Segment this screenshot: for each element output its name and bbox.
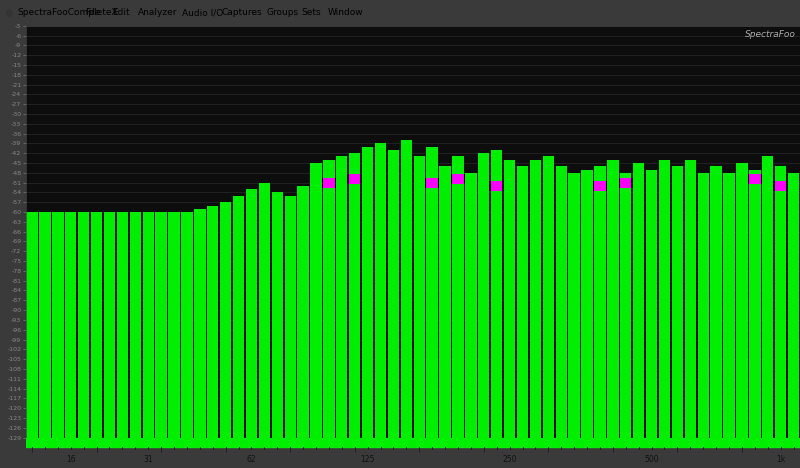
Bar	[258, 183, 270, 438]
Bar	[723, 173, 734, 438]
Text: 500: 500	[644, 455, 659, 464]
Bar	[362, 146, 374, 438]
Bar	[426, 146, 438, 438]
Bar	[788, 173, 799, 438]
Text: 1k: 1k	[776, 455, 786, 464]
Bar	[207, 205, 218, 438]
Bar	[401, 140, 412, 438]
Bar	[426, 178, 438, 188]
Text: 16: 16	[66, 455, 75, 464]
Bar	[78, 212, 90, 438]
Bar	[685, 160, 696, 438]
Bar	[65, 212, 77, 438]
Text: 125: 125	[361, 455, 375, 464]
Text: 62: 62	[246, 455, 256, 464]
Bar	[39, 212, 50, 438]
Bar	[26, 438, 800, 446]
Bar	[736, 163, 747, 438]
Bar	[555, 166, 567, 438]
Bar	[349, 175, 360, 184]
Bar	[285, 196, 296, 438]
Bar	[620, 173, 631, 438]
Text: Sets: Sets	[302, 8, 322, 17]
Text: ●: ●	[4, 8, 13, 18]
Bar	[530, 160, 541, 438]
Bar	[775, 166, 786, 438]
Bar	[594, 181, 606, 191]
Bar	[466, 173, 477, 438]
Bar	[710, 166, 722, 438]
Bar	[762, 156, 774, 438]
Bar	[491, 150, 502, 438]
Text: SpectraFoo: SpectraFoo	[746, 30, 796, 39]
Bar	[233, 196, 244, 438]
Bar	[349, 153, 360, 438]
Bar	[336, 156, 347, 438]
Bar	[168, 212, 180, 438]
Bar	[698, 173, 709, 438]
Text: Captures: Captures	[222, 8, 262, 17]
Bar	[646, 169, 658, 438]
Bar	[220, 202, 231, 438]
Bar	[659, 160, 670, 438]
Bar	[323, 160, 334, 438]
Bar	[478, 153, 490, 438]
Bar	[594, 166, 606, 438]
Bar	[104, 212, 115, 438]
Bar	[439, 166, 450, 438]
Bar	[452, 175, 464, 184]
Bar	[194, 209, 206, 438]
Bar	[388, 150, 399, 438]
Bar	[749, 169, 761, 438]
Bar	[569, 173, 580, 438]
Text: Analyzer: Analyzer	[138, 8, 178, 17]
Text: Window: Window	[328, 8, 364, 17]
Bar	[52, 212, 63, 438]
Bar	[414, 156, 425, 438]
Bar	[142, 212, 154, 438]
Bar	[323, 178, 334, 188]
Text: Edit: Edit	[112, 8, 130, 17]
Text: Groups: Groups	[266, 8, 298, 17]
Bar	[542, 156, 554, 438]
Bar	[26, 212, 38, 438]
Bar	[91, 212, 102, 438]
Bar	[452, 156, 464, 438]
Bar	[607, 160, 618, 438]
Bar	[375, 143, 386, 438]
Bar	[749, 175, 761, 184]
Bar	[620, 178, 631, 188]
Bar	[582, 169, 593, 438]
Text: SpectraFooCompleteX: SpectraFooCompleteX	[18, 8, 118, 17]
Text: File: File	[86, 8, 101, 17]
Bar	[491, 181, 502, 191]
Bar	[155, 212, 166, 438]
Bar	[298, 186, 309, 438]
Bar	[310, 163, 322, 438]
Bar	[182, 212, 193, 438]
Text: 31: 31	[143, 455, 153, 464]
Bar	[775, 181, 786, 191]
Bar	[633, 163, 644, 438]
Bar	[672, 166, 683, 438]
Bar	[246, 189, 257, 438]
Text: 250: 250	[502, 455, 517, 464]
Bar	[272, 192, 283, 438]
Bar	[130, 212, 141, 438]
Bar	[517, 166, 528, 438]
Bar	[117, 212, 128, 438]
Bar	[504, 160, 515, 438]
Text: Audio I/O: Audio I/O	[182, 8, 223, 17]
